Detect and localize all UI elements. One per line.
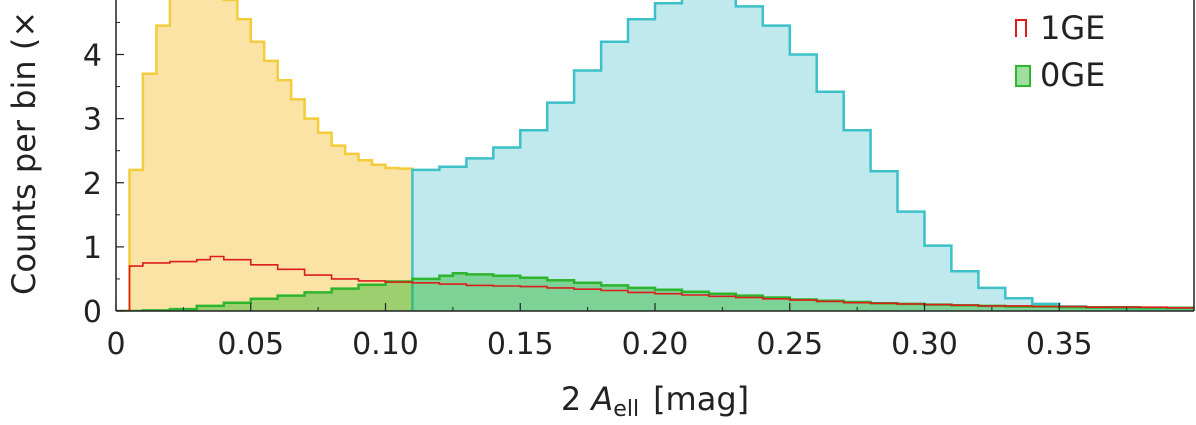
y-axis-label: Counts per bin (×: [5, 11, 43, 295]
x-tick-label: 0.30: [891, 327, 958, 362]
series-0-fill: [116, 0, 413, 311]
legend: 1GE 0GE: [1015, 9, 1105, 94]
legend-1ge-swatch: [1015, 19, 1027, 37]
x-tick-label: 0.35: [1026, 327, 1093, 362]
x-tick-label: 0.25: [756, 327, 823, 362]
x-axis-label-subscript: ell: [613, 397, 639, 422]
x-tick-label: 0: [106, 327, 125, 362]
x-axis-label: 2 Aell [mag]: [561, 380, 749, 422]
x-tick-label: 0.10: [352, 327, 419, 362]
x-axis-label-symbol: A: [589, 380, 613, 418]
y-tick-label: 2: [83, 167, 102, 202]
legend-0ge-swatch: [1015, 65, 1031, 87]
x-axis-label-prefix: 2: [561, 380, 592, 418]
series-1-fill: [412, 0, 1194, 311]
y-tick-label: 4: [83, 39, 102, 74]
y-tick-label: 3: [83, 103, 102, 138]
y-tick-label: 0: [83, 295, 102, 330]
x-tick-label: 0.05: [217, 327, 284, 362]
legend-1ge-label: 1GE: [1040, 9, 1105, 47]
series-0-outline: [116, 0, 414, 311]
series-1-outline: [411, 0, 1194, 311]
legend-0ge-label: 0GE: [1040, 56, 1105, 94]
series-1ge-outline: [116, 255, 1194, 311]
y-tick-label: 1: [83, 231, 102, 266]
x-tick-label: 0.20: [622, 327, 689, 362]
x-axis-label-unit: [mag]: [653, 380, 749, 418]
x-tick-label: 0.15: [487, 327, 554, 362]
